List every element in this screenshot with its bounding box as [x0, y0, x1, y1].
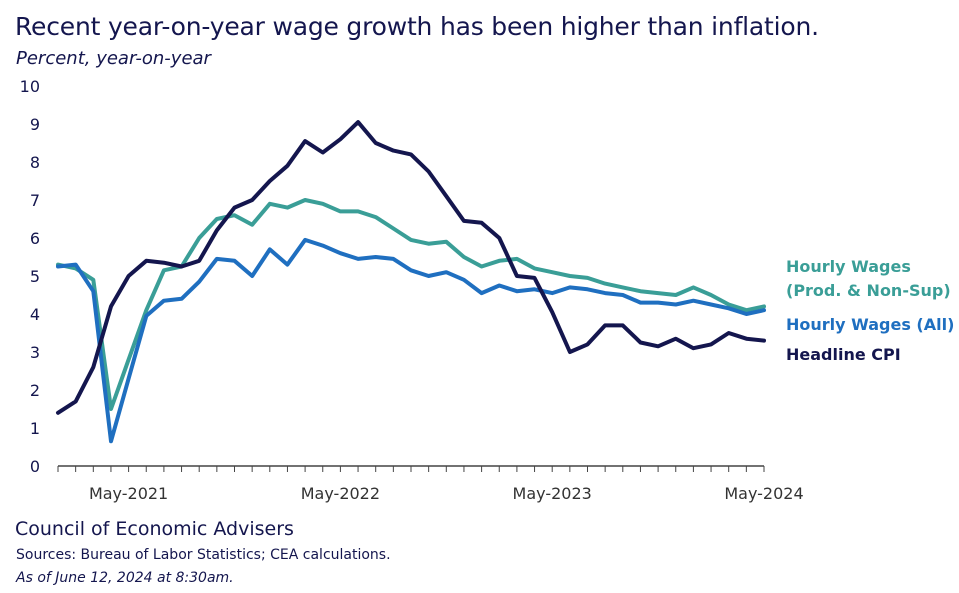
legend-label: Hourly Wages [786, 257, 911, 276]
footer-as-of-date: As of June 12, 2024 at 8:30am. [16, 570, 234, 586]
y-tick-label: 1 [30, 419, 40, 438]
chart-subtitle: Percent, year-on-year [16, 48, 211, 69]
x-tick-label: May-2022 [301, 484, 380, 503]
chart-title: Recent year-on-year wage growth has been… [15, 12, 819, 41]
y-tick-label: 7 [30, 191, 40, 210]
y-axis: 0 1 2 3 4 5 6 7 8 9 10 [20, 77, 40, 476]
x-tick-label: May-2023 [513, 484, 592, 503]
y-tick-label: 0 [30, 457, 40, 476]
series-line-hourly-wages-all [56, 237, 766, 444]
legend-label: Hourly Wages (All) [786, 315, 954, 334]
legend-label: (Prod. & Non-Sup) [786, 281, 951, 300]
x-axis: May-2021 May-2022 May-2023 May-2024 [57, 465, 804, 503]
y-tick-label: 10 [20, 77, 40, 96]
y-tick-label: 5 [30, 267, 40, 286]
y-tick-label: 9 [30, 115, 40, 134]
legend-label: Headline CPI [786, 345, 901, 364]
y-tick-label: 3 [30, 343, 40, 362]
y-tick-label: 6 [30, 229, 40, 248]
y-tick-label: 8 [30, 153, 40, 172]
series-line-headline-cpi [56, 120, 766, 415]
series-lines [56, 120, 766, 444]
footer-sources: Sources: Bureau of Labor Statistics; CEA… [16, 547, 391, 563]
y-tick-label: 2 [30, 381, 40, 400]
y-tick-label: 4 [30, 305, 40, 324]
x-tick-label: May-2021 [89, 484, 168, 503]
legend: Hourly Wages (Prod. & Non-Sup) Hourly Wage… [786, 257, 954, 364]
footer-organization: Council of Economic Advisers [15, 518, 294, 540]
series-line-hourly-wages-prod-non-sup [56, 198, 766, 411]
x-tick-label: May-2024 [724, 484, 803, 503]
